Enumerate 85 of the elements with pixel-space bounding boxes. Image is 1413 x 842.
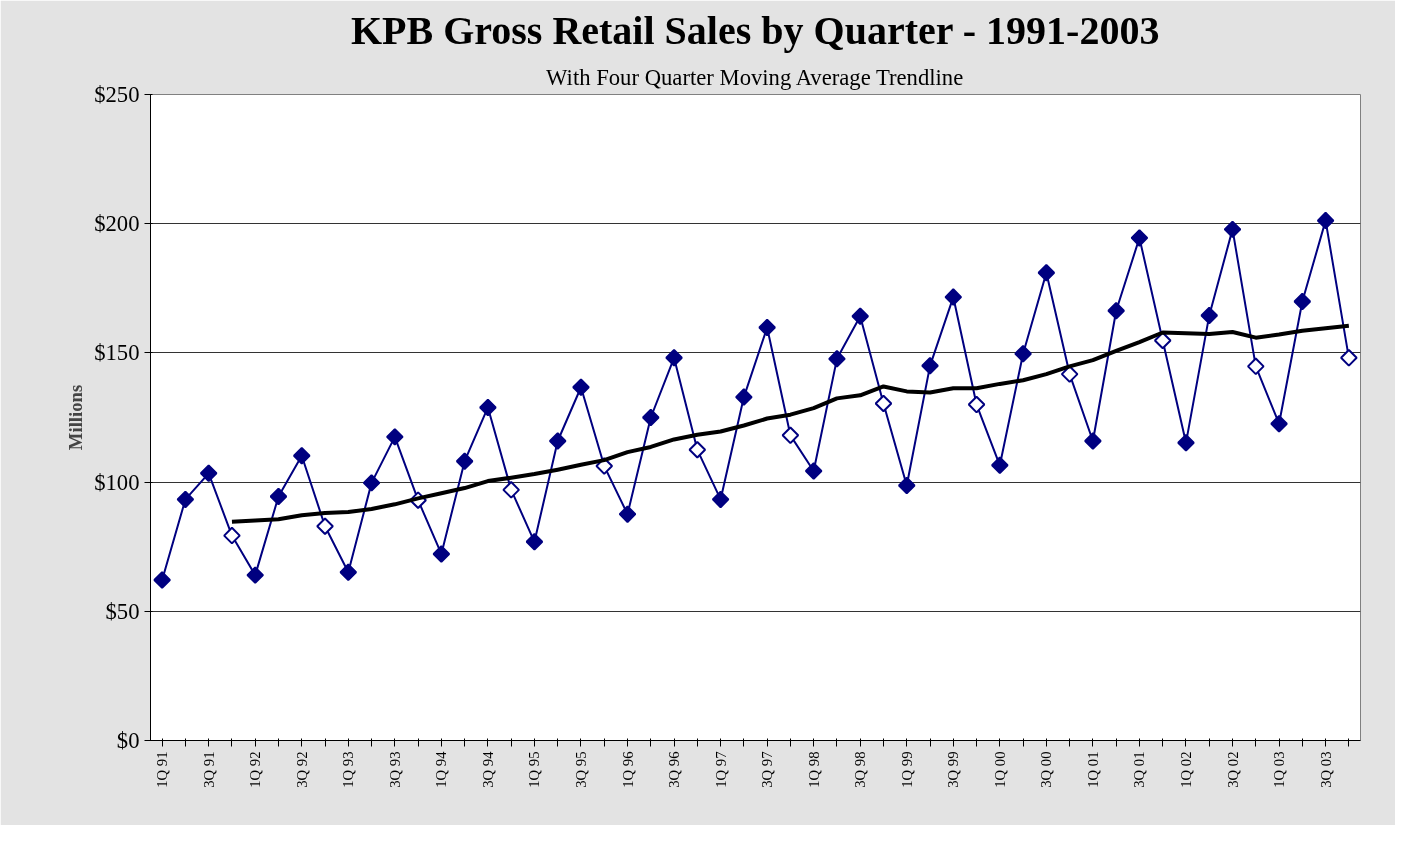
point (688, 441, 707, 459)
x-tick-label: 1Q 92 (247, 751, 264, 788)
x-tick-label: 1Q 97 (712, 751, 729, 788)
point (1293, 292, 1312, 311)
point (292, 446, 311, 465)
x-tick-label: 1Q 95 (526, 751, 543, 788)
point (828, 350, 846, 368)
x-tick-label: 1Q 96 (619, 751, 636, 788)
y-tick-label: $0 (116, 728, 140, 753)
point (944, 288, 963, 306)
point (362, 474, 381, 492)
x-tick-label: 3Q 97 (759, 751, 776, 788)
point (921, 357, 939, 375)
point (502, 481, 520, 499)
point (153, 571, 171, 589)
point (479, 398, 497, 417)
chart-subtitle: With Four Quarter Moving Average Trendline (546, 64, 964, 90)
point (246, 566, 264, 584)
point (851, 307, 869, 325)
x-tick-label: 3Q 91 (200, 751, 217, 788)
point (176, 490, 195, 509)
point (991, 456, 1009, 475)
x-tick-label: 3Q 93 (386, 751, 403, 788)
point (1316, 211, 1335, 230)
x-tick-label: 1Q 01 (1084, 751, 1101, 788)
point (199, 464, 218, 483)
x-tick-label: 1Q 98 (805, 751, 822, 788)
x-tick-label: 3Q 94 (479, 750, 496, 788)
y-tick-label: $100 (94, 469, 140, 495)
point (525, 533, 544, 551)
point (572, 378, 590, 397)
x-tick-label: 3Q 98 (852, 751, 869, 788)
point (735, 388, 753, 406)
point (781, 426, 800, 445)
point (386, 428, 404, 446)
point (432, 545, 451, 563)
x-tick-label: 3Q 00 (1038, 751, 1055, 788)
point (1084, 432, 1102, 450)
x-tick-label: 3Q 99 (945, 751, 962, 788)
x-tick-label: 3Q 03 (1317, 751, 1334, 788)
y-tick-label: $200 (94, 211, 140, 237)
point (642, 408, 660, 427)
x-tick-label: 1Q 02 (1177, 751, 1194, 788)
x-tick-label: 3Q 95 (572, 751, 589, 788)
point (1037, 264, 1056, 282)
point (1014, 344, 1032, 363)
point (1247, 357, 1265, 376)
point (897, 476, 916, 495)
point (665, 349, 683, 367)
point (1107, 302, 1125, 320)
point (1340, 349, 1358, 367)
x-tick-label: 3Q 92 (293, 751, 310, 788)
point (1177, 434, 1195, 452)
point (316, 517, 334, 536)
x-tick-label: 3Q 02 (1224, 751, 1241, 788)
point (223, 526, 241, 545)
point (1270, 414, 1288, 433)
point (1200, 306, 1219, 325)
x-tick-label: 1Q 94 (433, 750, 450, 788)
point (874, 394, 893, 413)
point (618, 505, 637, 523)
y-axis-title: Millions (65, 384, 87, 451)
x-tick-label: 1Q 03 (1271, 751, 1288, 788)
point (548, 432, 567, 450)
point (758, 318, 776, 337)
x-tick-label: 1Q 99 (898, 751, 915, 788)
point (967, 395, 986, 414)
y-tick-label: $250 (94, 82, 140, 107)
x-tick-label: 1Q 00 (991, 751, 1008, 788)
point (1130, 229, 1149, 247)
chart-title: KPB Gross Retail Sales by Quarter - 1991-2003 (350, 7, 1160, 53)
point (1223, 220, 1242, 239)
point (455, 452, 474, 470)
x-tick-label: 3Q 01 (1131, 751, 1148, 788)
point (1060, 365, 1079, 383)
point (711, 490, 730, 509)
x-tick-label: 1Q 93 (340, 751, 357, 788)
y-tick-label: $50 (105, 598, 140, 624)
point (269, 487, 288, 506)
x-tick-label: 1Q 91 (154, 751, 171, 788)
point (339, 563, 358, 582)
y-tick-label: $150 (94, 340, 140, 366)
line-series (229, 323, 1351, 524)
point (804, 462, 823, 480)
x-tick-label: 3Q 96 (666, 751, 683, 788)
